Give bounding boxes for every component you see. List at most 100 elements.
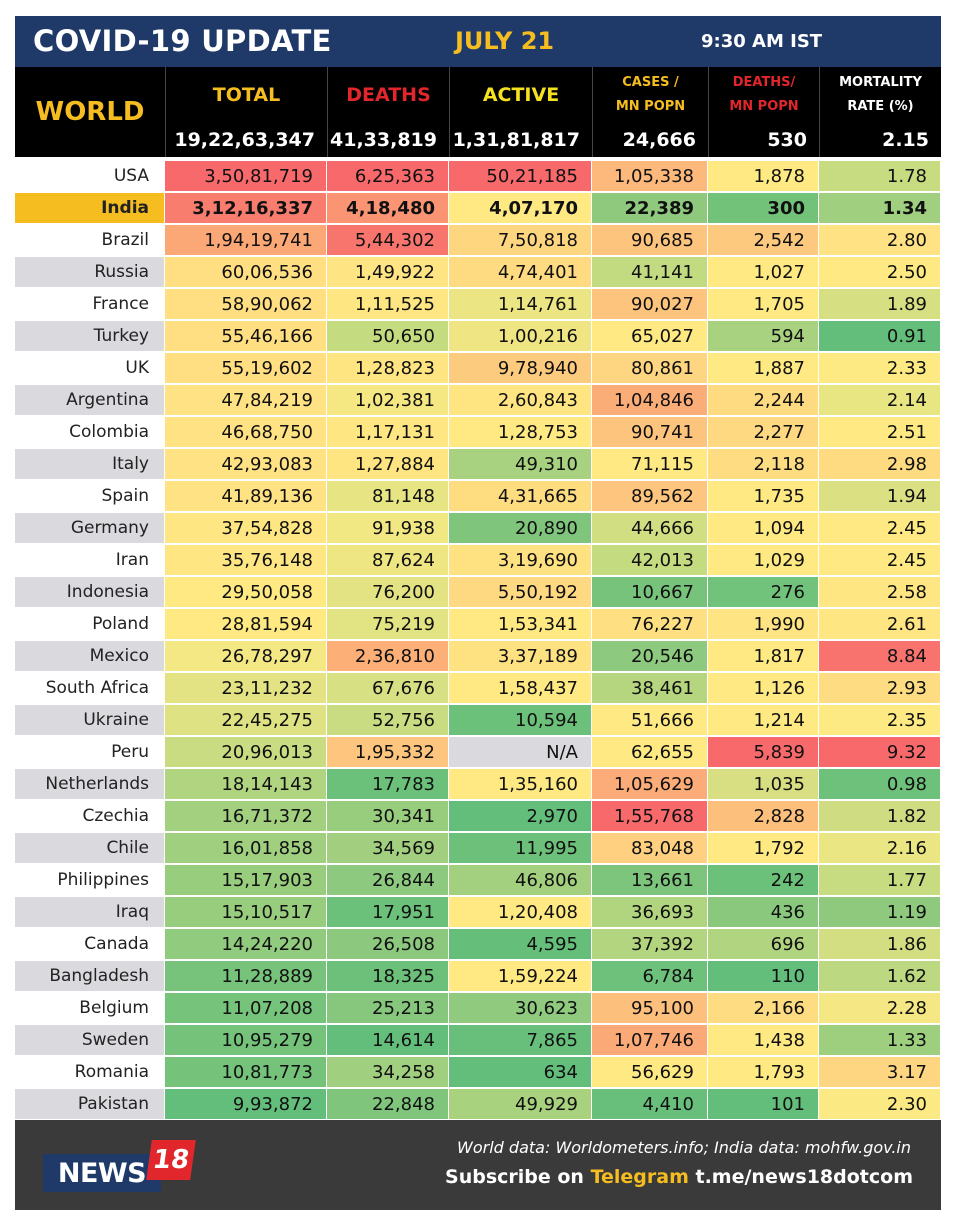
country-name: Poland — [15, 609, 165, 640]
country-name: Colombia — [15, 417, 165, 448]
country-value: 2.28 — [819, 993, 941, 1024]
country-value: 42,013 — [592, 545, 708, 576]
country-value: 4,31,665 — [449, 481, 592, 512]
country-value: 91,938 — [327, 513, 449, 544]
country-value: 2.45 — [819, 545, 941, 576]
table-row: Poland 28,81,594 75,219 1,53,341 76,227 1,990… — [15, 609, 941, 640]
country-value: 1,14,761 — [449, 289, 592, 320]
country-value: 2.51 — [819, 417, 941, 448]
country-value: 2.98 — [819, 449, 941, 480]
data-source: World data: Worldometers.info; India dat… — [457, 1138, 911, 1157]
country-name: Romania — [15, 1057, 165, 1088]
country-value: 20,890 — [449, 513, 592, 544]
country-name: France — [15, 289, 165, 320]
country-value: 1,28,753 — [449, 417, 592, 448]
country-value: 46,68,750 — [165, 417, 327, 448]
country-value: 2,244 — [708, 385, 819, 416]
country-value: 4,595 — [449, 929, 592, 960]
country-name: Chile — [15, 833, 165, 864]
country-value: 14,24,220 — [165, 929, 327, 960]
world-value: 1,31,81,817 — [449, 123, 592, 157]
country-name: UK — [15, 353, 165, 384]
col-header-line2: RATE (%) — [847, 99, 914, 114]
country-value: 38,461 — [592, 673, 708, 704]
country-value: 1,887 — [708, 353, 819, 384]
country-value: 3,37,189 — [449, 641, 592, 672]
world-value: 41,33,819 — [327, 123, 449, 157]
table-row: Germany 37,54,828 91,938 20,890 44,666 1,094 2… — [15, 513, 941, 544]
country-value: 5,44,302 — [327, 225, 449, 256]
title-bar: COVID-19 UPDATE JULY 21 9:30 AM IST — [15, 16, 941, 67]
col-header-line2: MN POPN — [729, 99, 799, 114]
country-name: Ukraine — [15, 705, 165, 736]
country-value: 42,93,083 — [165, 449, 327, 480]
telegram-label: Telegram — [590, 1166, 689, 1188]
table-row: Russia 60,06,536 1,49,922 4,74,401 41,141 1,0… — [15, 257, 941, 288]
country-value: 67,676 — [327, 673, 449, 704]
country-value: 1.19 — [819, 897, 941, 928]
country-value: 2.58 — [819, 577, 941, 608]
country-value: 2,60,843 — [449, 385, 592, 416]
country-value: 25,213 — [327, 993, 449, 1024]
country-value: 80,861 — [592, 353, 708, 384]
country-value: 2.14 — [819, 385, 941, 416]
country-value: 2.45 — [819, 513, 941, 544]
country-name: Canada — [15, 929, 165, 960]
country-value: 75,219 — [327, 609, 449, 640]
country-value: 20,96,013 — [165, 737, 327, 768]
country-value: 1.33 — [819, 1025, 941, 1056]
table-row: Turkey 55,46,166 50,650 1,00,216 65,027 594 0.… — [15, 321, 941, 352]
country-value: 23,11,232 — [165, 673, 327, 704]
country-value: 1,094 — [708, 513, 819, 544]
country-name: Spain — [15, 481, 165, 512]
country-value: 4,18,480 — [327, 193, 449, 224]
country-value: 2.30 — [819, 1089, 941, 1120]
country-value: 50,650 — [327, 321, 449, 352]
country-value: 41,141 — [592, 257, 708, 288]
country-name: USA — [15, 161, 165, 192]
table-row: Pakistan 9,93,872 22,848 49,929 4,410 101 2.30 — [15, 1089, 941, 1120]
country-value: 2.50 — [819, 257, 941, 288]
country-value: 696 — [708, 929, 819, 960]
country-name: Bangladesh — [15, 961, 165, 992]
country-value: 1,126 — [708, 673, 819, 704]
country-value: 1,94,19,741 — [165, 225, 327, 256]
country-value: 2,970 — [449, 801, 592, 832]
country-value: 7,865 — [449, 1025, 592, 1056]
country-value: 1,35,160 — [449, 769, 592, 800]
country-value: 1.86 — [819, 929, 941, 960]
country-value: 36,693 — [592, 897, 708, 928]
country-value: 87,624 — [327, 545, 449, 576]
country-name: Iraq — [15, 897, 165, 928]
country-name: Belgium — [15, 993, 165, 1024]
country-name: Indonesia — [15, 577, 165, 608]
col-header-line1: TOTAL — [212, 84, 281, 106]
country-value: 83,048 — [592, 833, 708, 864]
world-value: 530 — [708, 123, 819, 157]
country-value: 11,995 — [449, 833, 592, 864]
country-value: 6,784 — [592, 961, 708, 992]
country-value: 1,27,884 — [327, 449, 449, 480]
country-value: 13,661 — [592, 865, 708, 896]
country-value: 2.33 — [819, 353, 941, 384]
country-value: 4,07,170 — [449, 193, 592, 224]
country-value: 41,89,136 — [165, 481, 327, 512]
country-value: 60,06,536 — [165, 257, 327, 288]
country-value: 3,19,690 — [449, 545, 592, 576]
country-value: 3.17 — [819, 1057, 941, 1088]
telegram-link[interactable]: t.me/news18dotcom — [688, 1166, 914, 1188]
country-value: 436 — [708, 897, 819, 928]
country-value: 17,783 — [327, 769, 449, 800]
table-row: Canada 14,24,220 26,508 4,595 37,392 696 1.86 — [15, 929, 941, 960]
country-name: Pakistan — [15, 1089, 165, 1120]
country-value: 26,78,297 — [165, 641, 327, 672]
country-name: India — [15, 193, 165, 224]
country-value: 3,12,16,337 — [165, 193, 327, 224]
update-date: JULY 21 — [455, 27, 555, 55]
country-value: 95,100 — [592, 993, 708, 1024]
country-value: 0.98 — [819, 769, 941, 800]
country-value: 65,027 — [592, 321, 708, 352]
table-row: Argentina 47,84,219 1,02,381 2,60,843 1,04,8… — [15, 385, 941, 416]
col-header-line1: MORTALITY — [839, 75, 922, 90]
country-value: 1.77 — [819, 865, 941, 896]
